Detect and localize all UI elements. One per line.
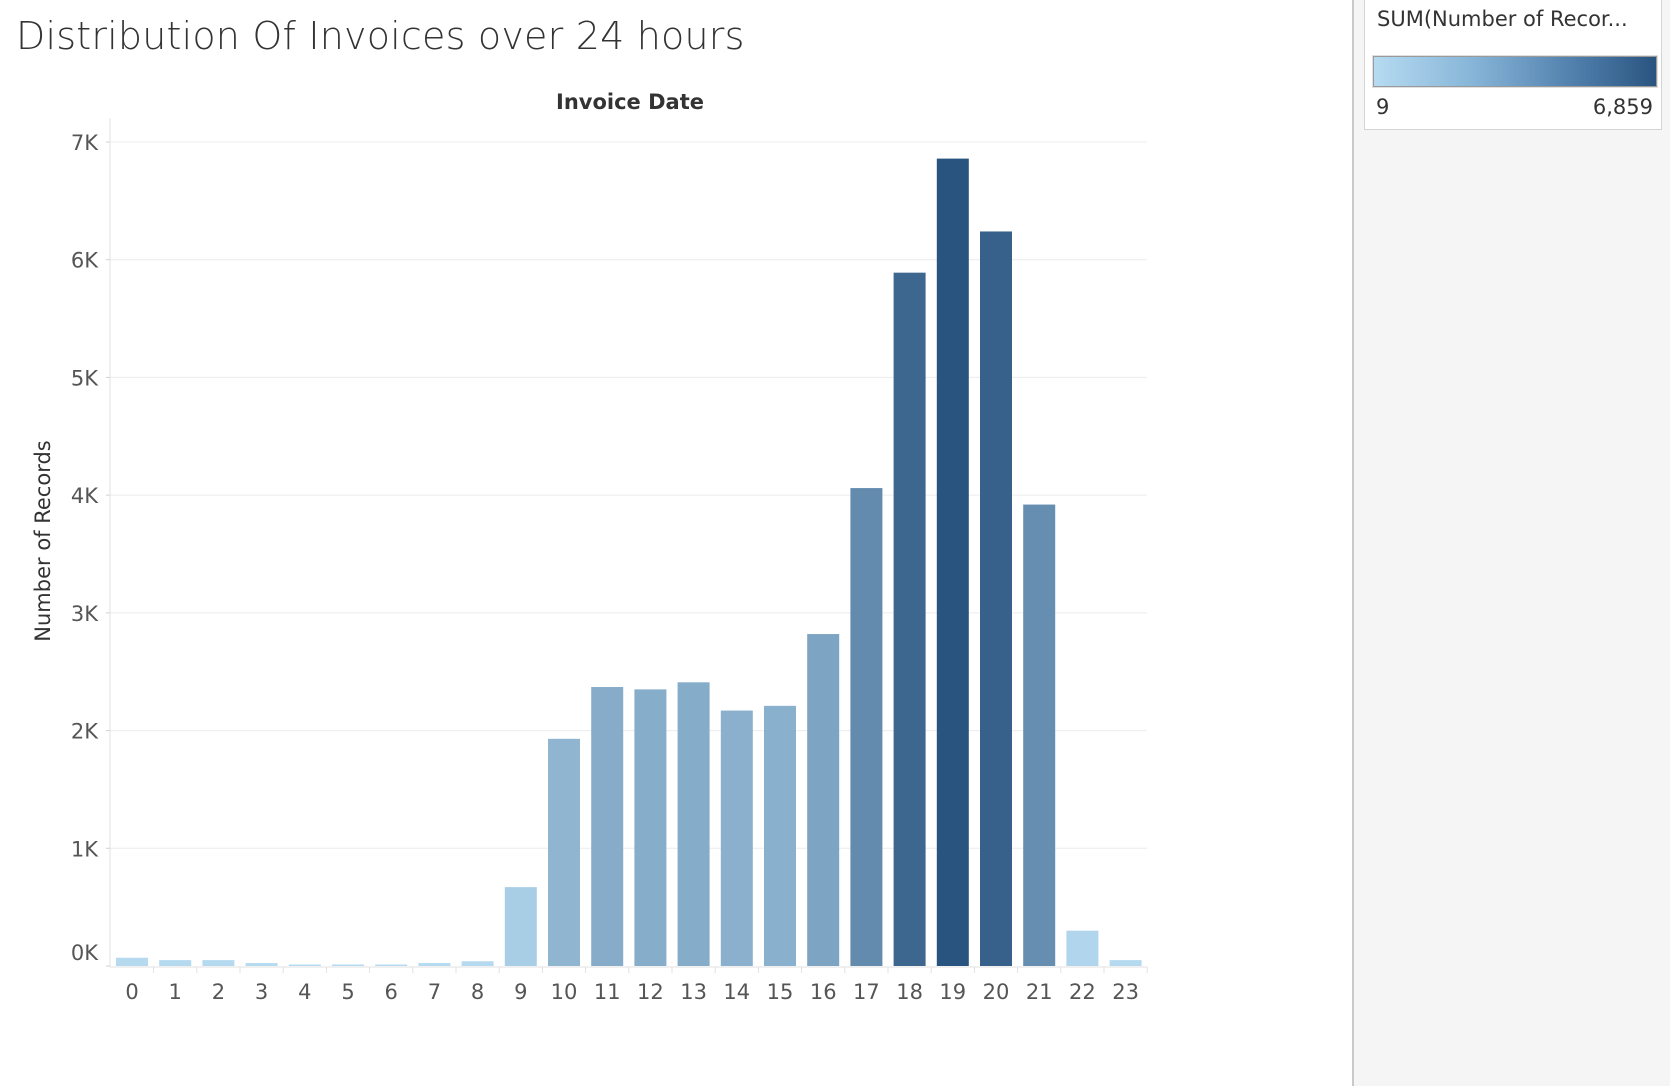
bar-hour-3	[246, 963, 278, 966]
bar-hour-12	[634, 689, 666, 966]
legend-title: SUM(Number of Recor...	[1377, 7, 1657, 31]
bar-hour-17	[850, 488, 882, 966]
x-tick-label: 22	[1069, 980, 1096, 1004]
side-panel: SUM(Number of Recor... 9 6,859	[1352, 0, 1670, 1086]
column-header: Invoice Date	[556, 90, 704, 114]
y-axis-label: Number of Records	[31, 440, 55, 641]
y-tick-label: 4K	[71, 484, 99, 508]
x-tick-label: 17	[853, 980, 880, 1004]
y-tick-label: 7K	[71, 131, 99, 155]
x-tick-label: 20	[983, 980, 1010, 1004]
x-tick-label: 15	[767, 980, 794, 1004]
bar-hour-7	[418, 963, 450, 966]
bar-hour-15	[764, 706, 796, 966]
bar-hour-10	[548, 739, 580, 966]
x-tick-label: 4	[298, 980, 311, 1004]
x-tick-label: 19	[939, 980, 966, 1004]
x-tick-label: 3	[255, 980, 268, 1004]
bar-hour-20	[980, 231, 1012, 966]
x-tick-label: 23	[1112, 980, 1139, 1004]
y-tick-label: 5K	[71, 366, 99, 390]
legend-color-ramp	[1373, 56, 1657, 87]
bar-hour-9	[505, 887, 537, 966]
worksheet: Distribution Of Invoices over 24 hours I…	[0, 0, 1352, 1086]
x-tick-label: 1	[169, 980, 182, 1004]
bar-hour-16	[807, 634, 839, 966]
x-tick-label: 6	[385, 980, 398, 1004]
y-tick-label: 2K	[71, 720, 99, 744]
x-tick-label: 10	[551, 980, 578, 1004]
x-tick-label: 8	[471, 980, 484, 1004]
x-tick-label: 21	[1026, 980, 1053, 1004]
bar-hour-14	[721, 711, 753, 966]
x-tick-label: 11	[594, 980, 621, 1004]
y-tick-label: 0K	[71, 941, 99, 965]
x-tick-label: 18	[896, 980, 923, 1004]
bar-hour-22	[1066, 931, 1098, 966]
bar-hour-11	[591, 687, 623, 966]
bar-hour-2	[202, 960, 234, 966]
bar-hour-13	[678, 682, 710, 966]
bar-hour-4	[289, 965, 321, 967]
x-tick-label: 2	[212, 980, 225, 1004]
x-tick-label: 12	[637, 980, 664, 1004]
bar-hour-5	[332, 965, 364, 967]
x-tick-label: 7	[428, 980, 441, 1004]
bar-chart: Invoice Date 0K 1K 2K 3K 4K 5K 6K 7K Number of Re…	[0, 0, 1352, 1086]
x-tick-label: 13	[680, 980, 707, 1004]
bar-hour-21	[1023, 505, 1055, 966]
bar-hour-0	[116, 958, 148, 966]
x-tick-label: 14	[723, 980, 750, 1004]
bar-hour-18	[894, 273, 926, 966]
bar-hour-8	[462, 961, 494, 966]
bar-hour-23	[1110, 960, 1142, 966]
legend-min-label: 9	[1376, 95, 1389, 119]
y-tick-label: 1K	[71, 837, 99, 861]
x-tick-label: 0	[125, 980, 138, 1004]
bar-hour-19	[937, 159, 969, 966]
x-tick-label: 9	[514, 980, 527, 1004]
y-tick-label: 3K	[71, 602, 99, 626]
bar-hour-1	[159, 960, 191, 966]
bar-hour-6	[375, 965, 407, 967]
color-legend[interactable]: SUM(Number of Recor... 9 6,859	[1364, 0, 1662, 130]
x-tick-label: 16	[810, 980, 837, 1004]
y-tick-label: 6K	[71, 249, 99, 273]
legend-max-label: 6,859	[1593, 95, 1653, 119]
x-tick-label: 5	[341, 980, 354, 1004]
